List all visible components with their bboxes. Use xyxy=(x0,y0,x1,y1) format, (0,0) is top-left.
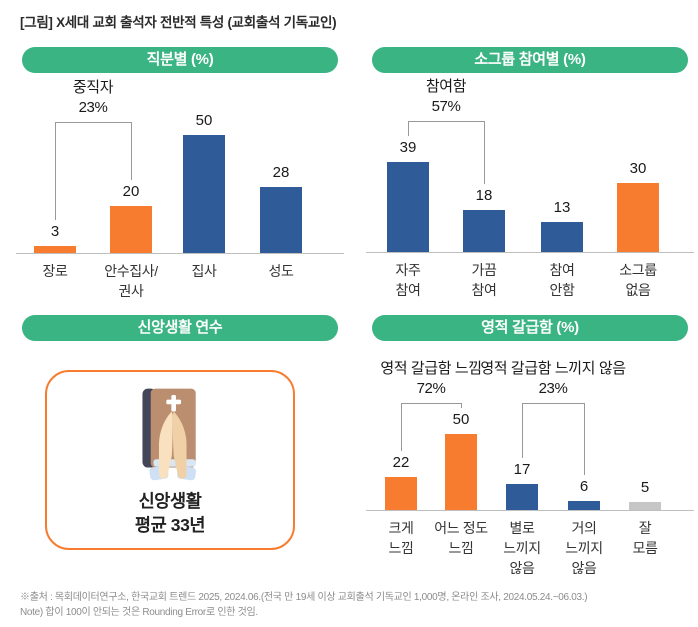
bar-category-label: 거의 느끼지 않음 xyxy=(565,520,603,576)
bracket-label: 영적 갈급함 느낌 72% xyxy=(380,360,482,397)
bar xyxy=(34,246,76,253)
chart-position-by-role: 3 장로 20 안수집사/ 권사 50 집사 28 성도 중직자 23% xyxy=(16,73,344,308)
source-note: ※출처 : 목회데이터연구소, 한국교회 트렌드 2025, 2024.06.(… xyxy=(20,590,696,620)
bracket-leg xyxy=(461,403,462,408)
bar-category-label: 별로 느끼지 않음 xyxy=(503,520,541,576)
bracket-line xyxy=(401,403,461,404)
panel-header-smallgroup: 소그룹 참여별 (%) xyxy=(372,47,688,73)
bar-category-label: 어느 정도 느낌 xyxy=(434,520,488,556)
bar-value-label: 13 xyxy=(553,199,571,216)
bar-value-label: 30 xyxy=(629,160,647,177)
bar-value-label: 5 xyxy=(640,479,650,496)
bar-value-label: 17 xyxy=(513,461,531,478)
faith-years-box: 신앙생활 평균 33년 xyxy=(45,370,295,550)
bar-value-label: 28 xyxy=(272,164,290,181)
bar-value-label: 18 xyxy=(475,187,493,204)
bar-category-label: 집사 xyxy=(191,263,217,279)
praying-hands-bible-icon xyxy=(142,388,197,481)
bar xyxy=(260,187,302,253)
bar xyxy=(541,222,583,252)
bar xyxy=(385,477,417,510)
bracket-leg xyxy=(484,121,485,184)
x-axis-line xyxy=(366,252,694,253)
bar xyxy=(110,206,152,253)
bar-value-label: 6 xyxy=(579,478,589,495)
figure-title: [그림] X세대 교회 출석자 전반적 특성 (교회출석 기독교인) xyxy=(20,15,337,30)
bar-value-label: 50 xyxy=(452,411,470,428)
bracket-label: 참여함 57% xyxy=(425,78,467,115)
chart-smallgroup-participation: 39 자주 참여 18 가끔 참여 13 참여 안함 30 소그룹 없음 참여함 57% xyxy=(366,73,694,308)
chart-spiritual-thirst: 22 크게 느낌 50 어느 정도 느낌 17 별로 느끼지 않음 6 거의 느끼지 않음 5 잘… xyxy=(366,341,694,591)
bar-category-label: 가끔 참여 xyxy=(471,262,497,298)
bracket-line xyxy=(522,403,584,404)
faith-years-line1: 신앙생활 xyxy=(138,491,202,511)
panel-header-role: 직분별 (%) xyxy=(22,47,338,73)
bar xyxy=(568,501,600,510)
bar-category-label: 잘 모름 xyxy=(632,520,658,556)
bracket-label: 영적 갈급함 느끼지 않음 23% xyxy=(480,360,626,397)
bar xyxy=(617,183,659,252)
bar-category-label: 소그룹 없음 xyxy=(619,262,657,298)
bracket-leg xyxy=(55,122,56,220)
x-axis-line xyxy=(16,253,344,254)
bar xyxy=(387,162,429,252)
bar-value-label: 22 xyxy=(392,454,410,471)
bracket-leg xyxy=(401,403,402,451)
bracket-leg xyxy=(584,403,585,475)
bracket-line xyxy=(55,122,131,123)
bar xyxy=(629,502,661,510)
bar xyxy=(183,135,225,253)
bar xyxy=(506,484,538,510)
bar-category-label: 크게 느낌 xyxy=(388,520,414,556)
bar-category-label: 자주 참여 xyxy=(395,262,421,298)
bracket-leg xyxy=(408,121,409,136)
panel-header-faith-years: 신앙생활 연수 xyxy=(22,315,338,341)
bar xyxy=(445,434,477,510)
panel-header-spiritual-thirst: 영적 갈급함 (%) xyxy=(372,315,688,341)
bar-category-label: 안수집사/ 권사 xyxy=(104,263,158,299)
source-note-line2: Note) 합이 100이 안되는 것은 Rounding Error로 인한 … xyxy=(20,607,258,618)
bar-value-label: 39 xyxy=(399,139,417,156)
x-axis-line xyxy=(366,510,694,511)
bar-value-label: 50 xyxy=(195,112,213,129)
bracket-line xyxy=(408,121,484,122)
source-note-line1: ※출처 : 목회데이터연구소, 한국교회 트렌드 2025, 2024.06.(… xyxy=(20,592,588,603)
bar-category-label: 참여 안함 xyxy=(549,262,575,298)
faith-years-line2: 평균 33년 xyxy=(134,515,206,535)
bar-category-label: 성도 xyxy=(268,263,294,279)
bar-value-label: 3 xyxy=(50,223,60,240)
bracket-leg xyxy=(522,403,523,458)
bracket-label: 중직자 23% xyxy=(72,79,114,116)
bar-value-label: 20 xyxy=(122,183,140,200)
faith-years-text: 신앙생활 평균 33년 xyxy=(47,489,293,537)
bar-category-label: 장로 xyxy=(42,263,68,279)
bracket-leg xyxy=(131,122,132,180)
bar xyxy=(463,210,505,252)
